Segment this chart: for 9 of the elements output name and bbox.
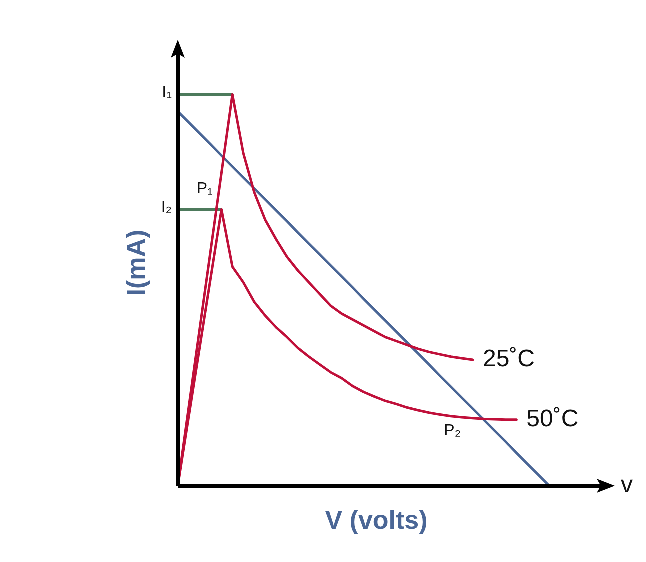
series-label: 50˚C [526, 406, 579, 433]
annotation: P₂ [444, 422, 462, 440]
x-axis-title: V (volts) [325, 505, 428, 536]
series-label: 25˚C [482, 346, 536, 373]
y-axis-title: I(mA) [121, 230, 152, 296]
text: v [621, 472, 633, 499]
annotation: P₁ [196, 180, 213, 198]
text: I₁ [162, 84, 172, 102]
text: I₂ [161, 199, 172, 216]
